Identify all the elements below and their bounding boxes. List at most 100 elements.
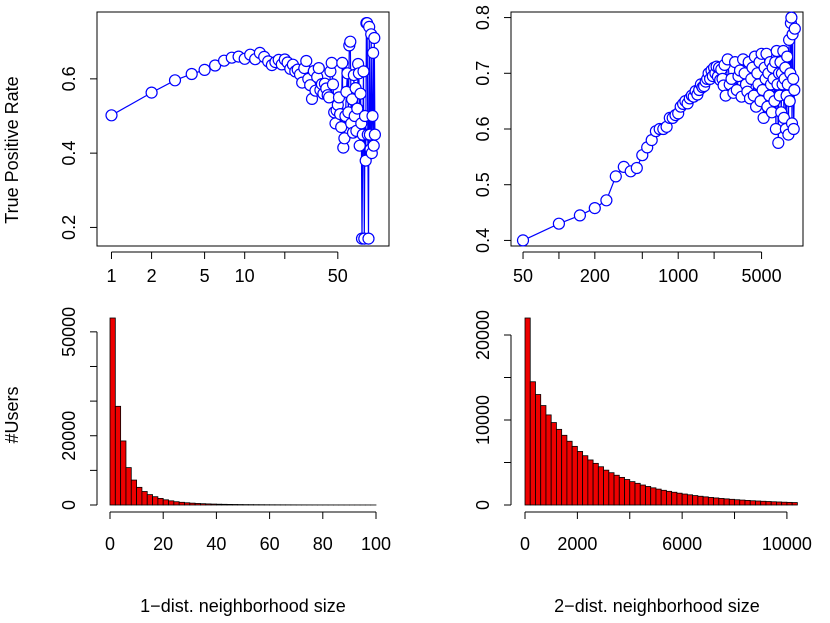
y-axis-label-users: #Users (2, 386, 22, 443)
histogram-bar (681, 493, 688, 506)
histogram-bar (125, 467, 132, 506)
histogram-bar (718, 498, 725, 506)
data-point (366, 109, 379, 123)
panel-tpr-2dist: 50 200 1000 5000 0.4 0.5 0.6 0.7 0.8 (473, 5, 804, 286)
histogram-bar (786, 501, 793, 506)
histogram-bar (660, 489, 667, 506)
histogram-bar (770, 501, 777, 506)
data-point (362, 232, 375, 245)
histogram-bar (205, 503, 212, 506)
axes-hist-2dist: 0 2000 6000 10000 0 10000 20000 (473, 310, 812, 554)
y-tick-label: 0 (59, 500, 79, 510)
data-point (346, 93, 359, 106)
y-tick-label: 20000 (473, 310, 493, 360)
histogram-bar (215, 503, 223, 506)
histogram-bar (629, 481, 636, 506)
histogram-bar (194, 503, 201, 506)
x-tick-label: 200 (580, 266, 610, 286)
data-point (785, 11, 798, 24)
histogram-bar (650, 487, 657, 506)
histogram-bar (728, 498, 735, 506)
histogram-bar (231, 504, 239, 506)
histogram-bar (587, 459, 594, 506)
histogram-bar (597, 466, 604, 506)
data-point (336, 56, 349, 70)
histogram-bar (603, 469, 610, 506)
histogram-bar (618, 476, 625, 506)
x-tick-label: 100 (361, 534, 391, 554)
x-axis-label-2dist: 2−dist. neighborhood size (554, 596, 760, 616)
histogram-bar (639, 484, 646, 506)
histogram-bar (624, 479, 631, 506)
scatter-marks-tpr-2dist (516, 11, 801, 247)
x-tick-label: 2 (147, 266, 157, 286)
histogram-bar (561, 434, 568, 506)
histogram-bar (141, 491, 148, 506)
histogram-bar (184, 502, 191, 506)
axes-hist-1dist: 0 20 40 60 80 100 0 20000 50000 (59, 307, 391, 554)
data-point (368, 31, 381, 45)
histogram-bar (226, 504, 233, 506)
data-point (757, 111, 770, 125)
histogram-bar (608, 472, 615, 506)
data-point (354, 87, 367, 100)
data-point (787, 122, 800, 136)
panel-tpr-1dist: 1 2 5 10 50 0.2 0.4 0.6 True Positive Rate (2, 11, 390, 286)
y-tick-label: 0.2 (59, 215, 79, 240)
data-point (335, 120, 348, 134)
histogram-bar (109, 317, 116, 506)
x-tick-label: 80 (313, 534, 333, 554)
x-tick-label: 10 (235, 266, 255, 286)
data-point (781, 50, 794, 63)
histogram-bar (634, 482, 641, 506)
histogram-bar (189, 502, 196, 506)
panel-hist-2dist: 0 2000 6000 10000 0 10000 20000 2−dist. neighb… (473, 310, 812, 616)
histogram-bar (221, 503, 228, 506)
data-point (185, 67, 198, 81)
data-point (516, 234, 530, 247)
data-point (788, 83, 801, 97)
x-tick-label: 60 (260, 534, 280, 554)
histogram-bar (130, 479, 137, 506)
y-tick-label: 0.6 (473, 116, 493, 141)
data-point (300, 54, 313, 68)
histogram-bar (645, 486, 652, 506)
histogram-bar (200, 503, 207, 506)
histogram-bar (734, 499, 741, 506)
histogram-bar (540, 405, 547, 506)
y-tick-label: 10000 (473, 395, 493, 445)
data-point (368, 128, 381, 141)
axes-tpr-1dist: 1 2 5 10 50 0.2 0.4 0.6 (59, 66, 348, 286)
data-point (573, 209, 587, 222)
histogram-bar (556, 428, 563, 506)
histogram-bar (697, 495, 704, 506)
histogram-bar (136, 486, 143, 506)
data-point (198, 63, 211, 77)
histogram-bar (702, 496, 709, 506)
data-point (351, 102, 364, 115)
x-tick-label: 50 (513, 266, 533, 286)
data-point (344, 35, 357, 48)
x-tick-label: 10000 (762, 534, 812, 554)
histogram-bar (776, 501, 783, 506)
histogram-bar (671, 491, 678, 506)
histogram-bar (524, 317, 531, 506)
y-tick-label: 0 (473, 500, 493, 510)
histogram-bar (655, 488, 662, 506)
histogram-bar (157, 498, 164, 506)
y-axis-label-tpr: True Positive Rate (2, 76, 22, 223)
histogram-bar (120, 440, 127, 506)
data-point (338, 132, 351, 145)
x-tick-label: 50 (328, 266, 348, 286)
data-point (788, 22, 801, 35)
histogram-bar (535, 394, 542, 506)
data-point (769, 122, 783, 136)
data-point (772, 136, 785, 149)
histogram-bars-1dist (109, 317, 377, 506)
histogram-bar (210, 503, 217, 506)
histogram-bar (550, 422, 557, 506)
histogram-bar (582, 455, 589, 506)
data-point (145, 86, 158, 99)
